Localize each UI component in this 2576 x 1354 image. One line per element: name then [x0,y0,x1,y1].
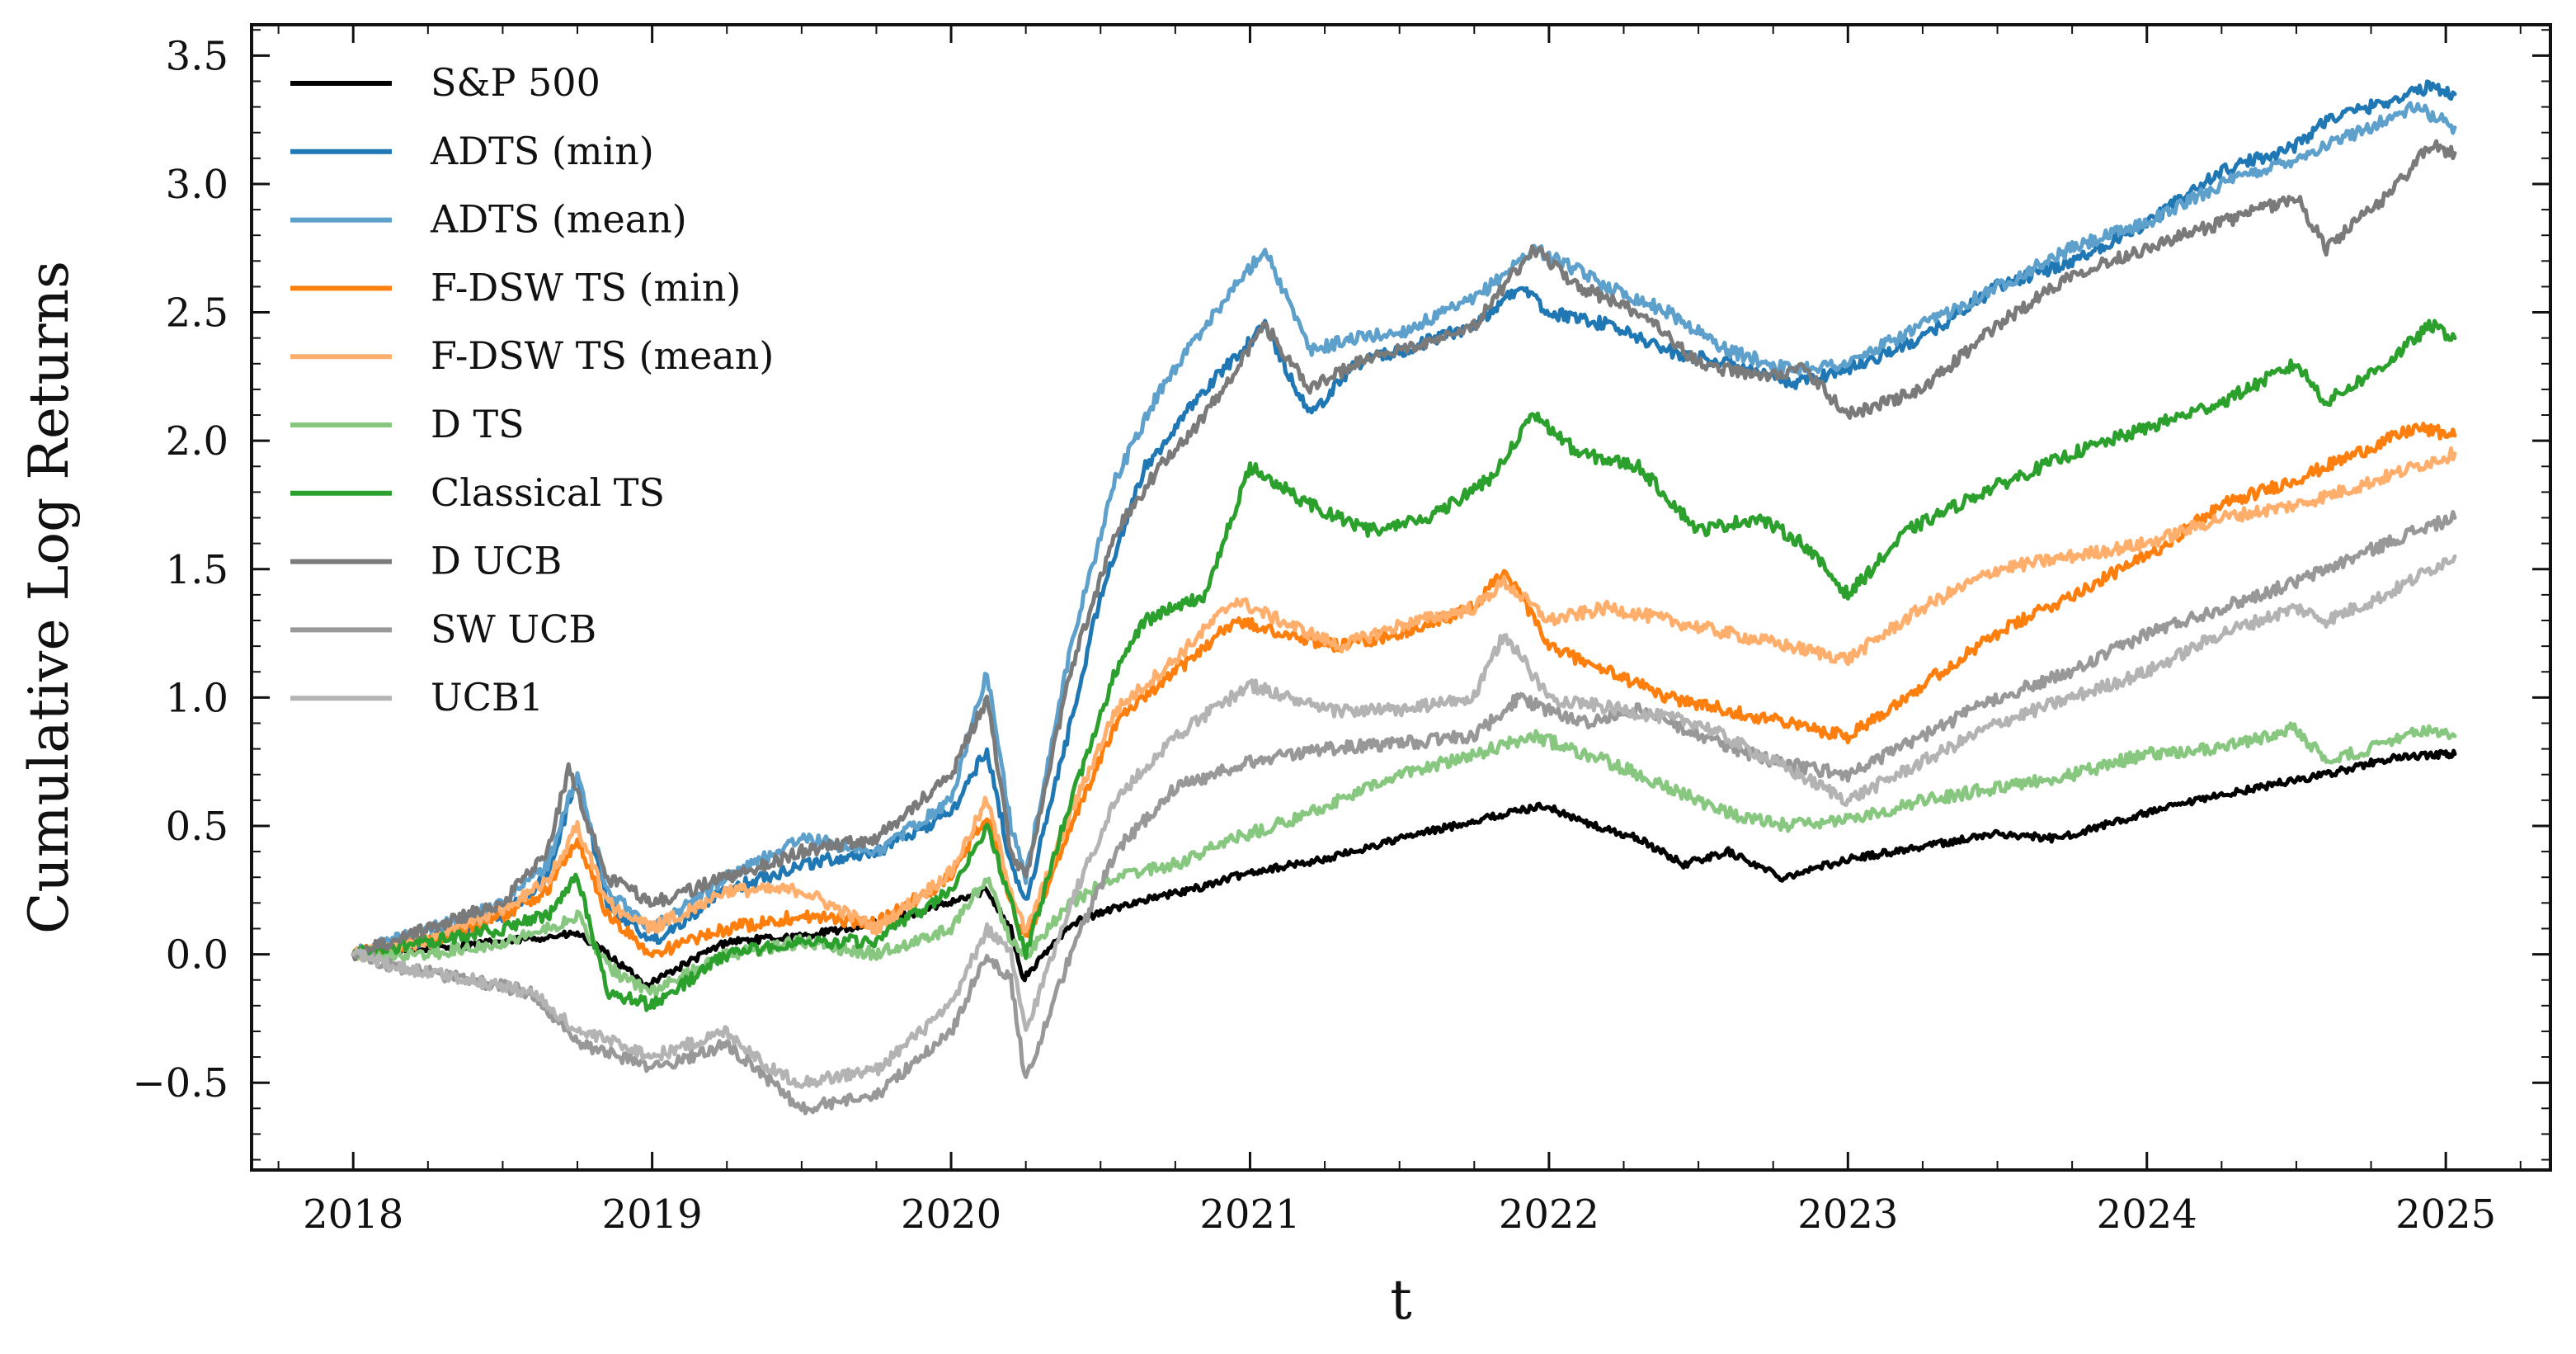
series-layer [351,79,2457,1116]
x-tick-label: 2021 [1199,1191,1300,1238]
legend-label: S&P 500 [431,60,600,105]
series-line-f-dsw-ts-mean [351,446,2457,961]
legend-label: D TS [431,402,525,446]
y-tick-label: 2.0 [166,418,228,465]
y-tick-label: 3.0 [166,162,228,208]
x-tick-label: 2020 [901,1191,1001,1238]
series-line-sw-ucb [351,510,2457,1116]
x-axis-label: t [1390,1268,1412,1332]
legend-label: F-DSW TS (min) [431,265,741,309]
x-tick-label: 2018 [303,1191,403,1238]
y-tick-label: 1.5 [166,547,228,593]
y-tick-label: 2.5 [166,290,228,337]
x-tick-label: 2019 [602,1191,703,1238]
series-line-ucb1 [351,554,2457,1089]
y-tick-label: 3.5 [166,33,228,79]
series-line-classical-ts [351,318,2457,1012]
y-tick-label: 1.0 [166,675,228,721]
legend-label: ADTS (mean) [430,197,687,242]
series-line-s-p-500 [351,748,2457,990]
plot-frame [250,23,2552,1172]
legend-label: UCB1 [431,675,544,719]
legend-label: Classical TS [431,470,665,515]
y-tick-label: 0.0 [166,932,228,979]
y-tick-label: −0.5 [132,1060,228,1106]
series-line-d-ucb [351,139,2457,962]
legend-label: F-DSW TS (mean) [431,333,774,378]
x-tick-label: 2024 [2097,1191,2197,1238]
y-axis-label: Cumulative Log Returns [17,261,81,934]
x-tick-label: 2022 [1499,1191,1599,1238]
legend-label: ADTS (min) [430,129,654,173]
legend: S&P 500 ADTS (min) ADTS (mean) F-DSW TS (mi… [290,60,774,719]
y-tick-label: 0.5 [166,804,228,850]
x-tick-label: 2025 [2395,1191,2496,1238]
x-tick-label: 2023 [1797,1191,1898,1238]
legend-label: D UCB [431,539,562,583]
ticks-layer: 2018 2019 2020 2021 2022 2023 2024 2025 −0.5 0.0 0… [132,25,2550,1238]
legend-label: SW UCB [431,606,596,651]
